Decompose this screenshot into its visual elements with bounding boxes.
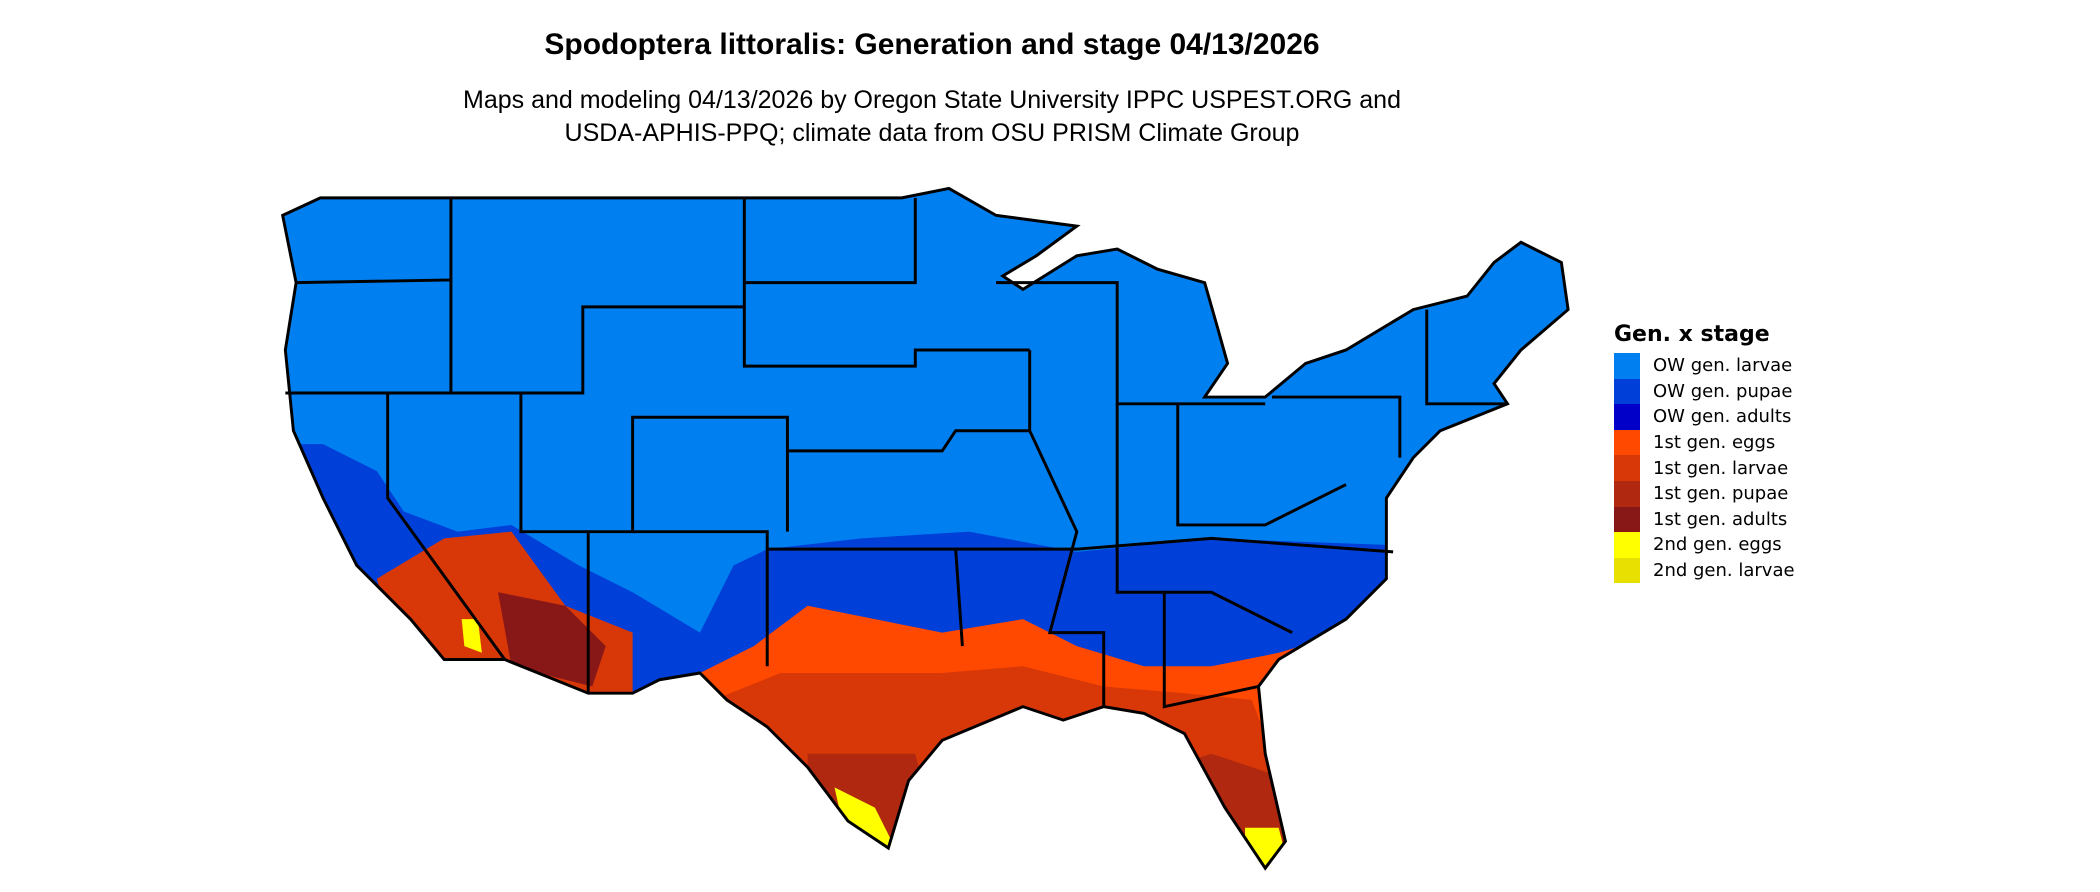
legend-item: 1st gen. adults	[1614, 506, 1795, 533]
zone-2nd-eggs-ca	[461, 619, 482, 653]
legend-label: OW gen. pupae	[1653, 380, 1793, 402]
legend-label: 1st gen. larvae	[1653, 457, 1789, 479]
legend-item: 1st gen. eggs	[1614, 429, 1795, 456]
legend-label: OW gen. larvae	[1653, 355, 1793, 377]
subtitle-line-2: USDA-APHIS-PPQ; climate data from OSU PR…	[564, 119, 1300, 147]
legend-title: Gen. x stage	[1614, 322, 1770, 347]
legend-swatch	[1614, 506, 1640, 533]
legend-item: 1st gen. pupae	[1614, 480, 1795, 507]
legend-label: 1st gen. pupae	[1653, 483, 1789, 505]
subtitle-line-1: Maps and modeling 04/13/2026 by Oregon S…	[463, 86, 1401, 114]
zone-1st-adults-sw	[498, 592, 606, 687]
legend-item: OW gen. pupae	[1614, 378, 1795, 405]
legend-item: 1st gen. larvae	[1614, 455, 1795, 481]
map-subtitle: Maps and modeling 04/13/2026 by Oregon S…	[0, 84, 1864, 150]
legend-swatch	[1614, 557, 1640, 584]
legend-label: 2nd gen. larvae	[1653, 560, 1795, 582]
legend-label: OW gen. adults	[1653, 406, 1792, 428]
legend-item: 2nd gen. eggs	[1614, 532, 1795, 558]
legend-label: 2nd gen. eggs	[1653, 534, 1782, 556]
legend-swatch	[1614, 455, 1640, 481]
legend-label: 1st gen. adults	[1653, 508, 1788, 530]
legend-item: 2nd gen. larvae	[1614, 557, 1795, 584]
legend-swatch	[1614, 404, 1640, 430]
legend: Gen. x stage OW gen. larvae OW gen. pupae…	[1614, 322, 1795, 584]
state-borders	[280, 186, 1570, 871]
legend-label: 1st gen. eggs	[1653, 432, 1776, 454]
legend-item: OW gen. larvae	[1614, 353, 1795, 379]
legend-swatch	[1614, 378, 1640, 405]
legend-swatch	[1614, 429, 1640, 456]
legend-swatch	[1614, 532, 1640, 558]
map-title: Spodoptera littoralis: Generation and st…	[544, 28, 1320, 61]
legend-items: OW gen. larvae OW gen. pupae OW gen. adult…	[1614, 353, 1795, 584]
us-outline	[280, 186, 1570, 871]
legend-item: OW gen. adults	[1614, 404, 1795, 430]
legend-swatch	[1614, 353, 1640, 379]
legend-swatch	[1614, 480, 1640, 507]
